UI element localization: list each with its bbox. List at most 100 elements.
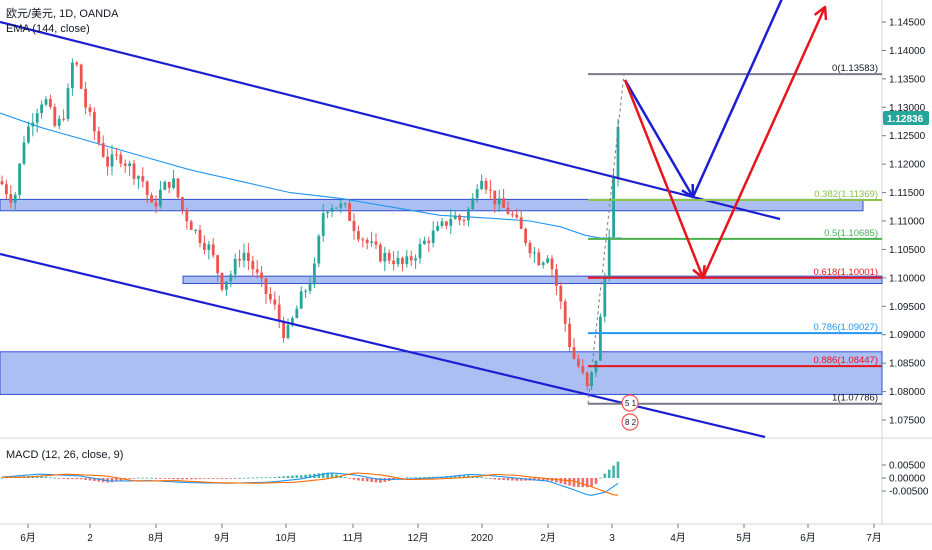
candle[interactable]	[313, 257, 316, 289]
candle[interactable]	[339, 198, 343, 214]
candle[interactable]	[374, 233, 378, 249]
candle[interactable]	[93, 107, 96, 140]
candle[interactable]	[326, 210, 329, 219]
candle[interactable]	[233, 253, 237, 279]
candle[interactable]	[348, 199, 351, 222]
channel-upper-line[interactable]	[0, 20, 781, 221]
candle[interactable]	[35, 108, 39, 133]
candle[interactable]	[181, 196, 184, 215]
candle[interactable]	[198, 224, 202, 248]
macd-indicator-label[interactable]: MACD (12, 26, close, 9)	[6, 449, 123, 461]
macd-signal-line[interactable]	[2, 472, 619, 496]
candle[interactable]	[462, 217, 466, 226]
candle[interactable]	[370, 231, 373, 247]
candle[interactable]	[260, 266, 263, 287]
zone-upper[interactable]	[0, 198, 864, 212]
candle[interactable]	[493, 190, 497, 213]
candle[interactable]	[273, 291, 277, 310]
candle[interactable]	[79, 63, 83, 90]
candle[interactable]	[167, 181, 171, 194]
candle[interactable]	[216, 254, 219, 283]
candle[interactable]	[489, 179, 492, 200]
candle[interactable]	[511, 210, 514, 218]
candle[interactable]	[251, 255, 255, 277]
candle[interactable]	[97, 126, 101, 146]
candle[interactable]	[533, 246, 536, 263]
candle[interactable]	[519, 210, 523, 230]
candle[interactable]	[409, 250, 413, 267]
candle[interactable]	[537, 248, 541, 267]
candle[interactable]	[572, 338, 576, 360]
candle[interactable]	[229, 270, 233, 287]
candle[interactable]	[361, 236, 365, 248]
candle[interactable]	[5, 179, 8, 200]
candle[interactable]	[484, 177, 488, 194]
candle[interactable]	[467, 206, 470, 227]
candle[interactable]	[365, 237, 369, 250]
candle[interactable]	[546, 255, 549, 264]
candle[interactable]	[612, 169, 615, 239]
candle[interactable]	[119, 151, 123, 168]
candle[interactable]	[277, 295, 281, 329]
candle[interactable]	[475, 184, 479, 203]
candle[interactable]	[449, 208, 453, 235]
candle[interactable]	[568, 317, 571, 352]
candle[interactable]	[264, 277, 268, 304]
candle[interactable]	[185, 207, 189, 230]
candle[interactable]	[308, 276, 312, 294]
candle[interactable]	[18, 162, 21, 201]
ema-indicator-label[interactable]: EMA (144, close)	[6, 23, 90, 35]
candle[interactable]	[506, 201, 510, 215]
candle[interactable]	[330, 204, 334, 218]
candle[interactable]	[458, 213, 461, 226]
candle[interactable]	[88, 104, 92, 117]
candle[interactable]	[343, 202, 347, 208]
candle[interactable]	[559, 282, 563, 310]
candle[interactable]	[550, 255, 554, 278]
candle[interactable]	[304, 288, 307, 299]
candle[interactable]	[101, 135, 105, 159]
candle[interactable]	[295, 305, 299, 319]
price-axis[interactable]: 1.14500 1.14000 1.13500 1.13000 1.12500 1.120…	[882, 18, 926, 427]
candle[interactable]	[62, 109, 65, 122]
zone-middle[interactable]	[182, 275, 883, 285]
time-axis[interactable]: 6月 2 8月 9月 10月 11月 12月 2020 2月 3 4月 5月 6月 7月	[20, 524, 882, 544]
candle[interactable]	[225, 281, 228, 296]
candle[interactable]	[150, 192, 153, 203]
event-badge-2-circle[interactable]	[621, 413, 639, 431]
macd-line[interactable]	[1, 472, 619, 496]
candle[interactable]	[299, 286, 303, 309]
candle[interactable]	[528, 240, 532, 259]
candle[interactable]	[0, 175, 4, 186]
candle[interactable]	[497, 189, 501, 213]
candle[interactable]	[471, 193, 475, 211]
candle[interactable]	[357, 225, 360, 243]
candle[interactable]	[291, 316, 294, 328]
candle[interactable]	[115, 147, 118, 161]
candle[interactable]	[238, 249, 241, 268]
candle[interactable]	[321, 204, 325, 242]
candle[interactable]	[577, 354, 580, 369]
candle[interactable]	[585, 371, 589, 391]
candle[interactable]	[392, 251, 395, 271]
candle[interactable]	[423, 236, 426, 245]
candle[interactable]	[480, 174, 483, 191]
candle[interactable]	[502, 188, 505, 208]
candle[interactable]	[383, 246, 387, 272]
candle[interactable]	[141, 167, 145, 188]
forecast-blue-up-arrow[interactable]	[691, 0, 785, 198]
candle[interactable]	[71, 58, 74, 96]
candle[interactable]	[396, 250, 400, 267]
candle[interactable]	[137, 175, 140, 189]
candle[interactable]	[405, 250, 409, 268]
candle[interactable]	[27, 121, 30, 145]
candle[interactable]	[269, 287, 272, 304]
candle[interactable]	[453, 209, 457, 220]
candle[interactable]	[436, 221, 439, 232]
candle[interactable]	[616, 118, 620, 187]
candle[interactable]	[515, 208, 519, 219]
candle[interactable]	[387, 249, 391, 264]
candle[interactable]	[106, 148, 109, 176]
candle[interactable]	[445, 220, 448, 230]
symbol-title[interactable]: 欧元/美元, 1D, OANDA	[6, 7, 119, 20]
